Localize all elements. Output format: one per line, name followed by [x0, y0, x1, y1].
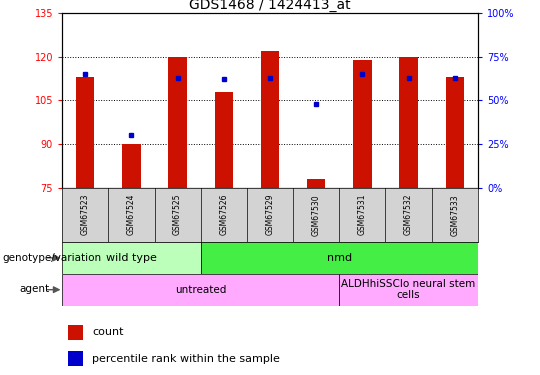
Bar: [62, 242, 201, 274]
Bar: [68, 351, 83, 366]
Bar: [353, 60, 372, 188]
Text: untreated: untreated: [175, 285, 226, 295]
Bar: [168, 57, 187, 188]
Text: genotype/variation: genotype/variation: [3, 253, 102, 263]
Text: wild type: wild type: [106, 253, 157, 263]
Text: GSM67529: GSM67529: [266, 194, 274, 236]
Text: agent: agent: [19, 285, 49, 294]
Bar: [446, 77, 464, 188]
Bar: [62, 274, 339, 306]
Text: GSM67531: GSM67531: [358, 194, 367, 236]
Text: nmd: nmd: [327, 253, 352, 263]
Text: percentile rank within the sample: percentile rank within the sample: [92, 354, 280, 364]
Text: ALDHhiSSClo neural stem
cells: ALDHhiSSClo neural stem cells: [341, 279, 476, 300]
Text: GSM67525: GSM67525: [173, 194, 182, 236]
Bar: [214, 92, 233, 188]
Title: GDS1468 / 1424413_at: GDS1468 / 1424413_at: [189, 0, 351, 12]
Text: GSM67532: GSM67532: [404, 194, 413, 236]
Bar: [201, 242, 478, 274]
Text: GSM67530: GSM67530: [312, 194, 321, 236]
Text: GSM67533: GSM67533: [450, 194, 460, 236]
Bar: [122, 144, 140, 188]
Bar: [261, 51, 279, 188]
Text: GSM67526: GSM67526: [219, 194, 228, 236]
Bar: [339, 274, 478, 306]
Bar: [307, 179, 326, 188]
Text: GSM67524: GSM67524: [127, 194, 136, 236]
Text: count: count: [92, 327, 124, 338]
Bar: [76, 77, 94, 188]
Bar: [68, 325, 83, 340]
Bar: [400, 57, 418, 188]
Text: GSM67523: GSM67523: [80, 194, 90, 236]
